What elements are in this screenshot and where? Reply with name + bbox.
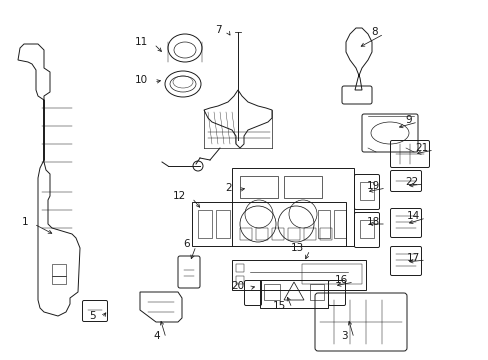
Bar	[359, 182, 373, 200]
Text: 13: 13	[290, 243, 304, 253]
Bar	[319, 228, 331, 240]
Text: 17: 17	[406, 253, 419, 263]
Bar	[317, 210, 329, 238]
Text: 10: 10	[135, 75, 148, 85]
Text: 8: 8	[370, 27, 377, 37]
Bar	[271, 228, 284, 240]
Text: 19: 19	[366, 181, 379, 191]
Text: 20: 20	[230, 281, 244, 291]
Text: 3: 3	[341, 331, 347, 341]
Bar	[236, 276, 244, 284]
Text: 22: 22	[404, 177, 417, 187]
Text: 16: 16	[334, 275, 347, 285]
Bar	[287, 228, 299, 240]
Text: 5: 5	[89, 311, 96, 321]
Bar	[216, 210, 229, 238]
Bar	[309, 284, 324, 300]
Bar	[52, 276, 66, 284]
Bar	[304, 228, 315, 240]
Bar	[240, 228, 251, 240]
Text: 11: 11	[135, 37, 148, 47]
Bar	[284, 176, 321, 198]
Bar	[302, 264, 361, 284]
Text: 6: 6	[183, 239, 190, 249]
Text: 14: 14	[406, 211, 419, 221]
Bar	[260, 280, 327, 308]
Text: 18: 18	[366, 217, 379, 227]
Text: 1: 1	[21, 217, 28, 227]
Bar	[231, 260, 365, 290]
Bar	[333, 210, 346, 238]
Bar	[264, 284, 280, 300]
Bar	[192, 202, 346, 246]
Bar	[198, 210, 212, 238]
Text: 21: 21	[414, 143, 427, 153]
Text: 2: 2	[225, 183, 231, 193]
Text: 4: 4	[153, 331, 160, 341]
Bar	[231, 168, 353, 246]
Bar	[256, 228, 267, 240]
Bar	[240, 176, 278, 198]
Bar	[52, 264, 66, 276]
Bar	[359, 220, 373, 238]
Text: 7: 7	[215, 25, 222, 35]
Text: 15: 15	[272, 301, 285, 311]
Text: 9: 9	[405, 115, 411, 125]
Text: 12: 12	[172, 191, 185, 201]
Bar	[236, 264, 244, 272]
